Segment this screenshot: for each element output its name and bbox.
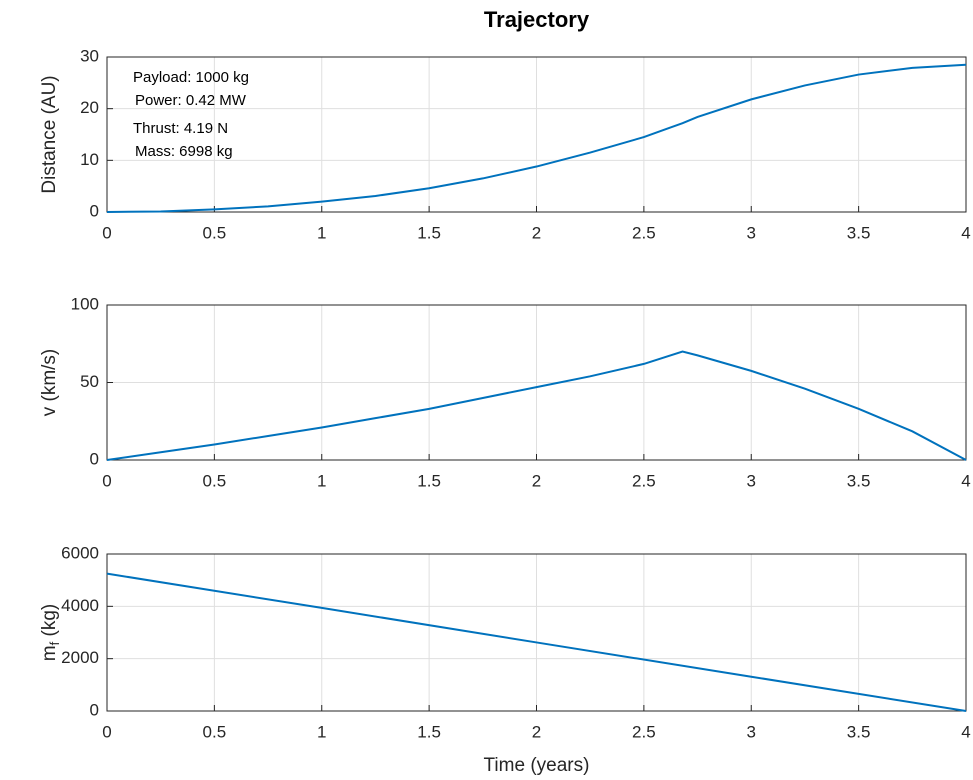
- x-tick-label: 0: [102, 722, 111, 741]
- y-tick-label: 0: [90, 201, 99, 220]
- x-tick-label: 0.5: [203, 722, 227, 741]
- x-tick-label: 3: [747, 471, 756, 490]
- x-tick-label: 0.5: [203, 223, 227, 242]
- x-tick-label: 3: [747, 722, 756, 741]
- y-tick-label: 4000: [61, 596, 99, 615]
- data-line: [106, 63, 967, 213]
- y-tick-label: 0: [90, 700, 99, 719]
- y-tick-label: 100: [71, 294, 99, 313]
- y-tick-label: 30: [80, 46, 99, 65]
- data-line: [106, 350, 967, 461]
- axes-box: [106, 56, 967, 213]
- y-axis-label-part: f: [47, 641, 62, 645]
- x-tick-label: 2.5: [632, 471, 656, 490]
- y-axis-label: mf (kg): [39, 604, 62, 661]
- x-tick-label: 0: [102, 471, 111, 490]
- y-tick-label: 0: [90, 449, 99, 468]
- y-axis-label-part: Distance (AU): [39, 75, 60, 193]
- x-tick-label: 2.5: [632, 223, 656, 242]
- y-tick-label: 20: [80, 98, 99, 117]
- x-tick-label: 1: [317, 471, 326, 490]
- x-tick-label: 2.5: [632, 722, 656, 741]
- axes-box: [106, 304, 967, 461]
- chart-title: Trajectory: [484, 7, 590, 32]
- x-tick-label: 1.5: [417, 223, 441, 242]
- y-axis-label-part: m: [39, 645, 60, 661]
- y-tick-label: 10: [80, 150, 99, 169]
- data-line: [106, 572, 967, 712]
- x-tick-label: 1: [317, 223, 326, 242]
- x-tick-label: 2: [532, 722, 541, 741]
- annotation: Payload: 1000 kg: [133, 69, 249, 86]
- x-tick-label: 3.5: [847, 722, 871, 741]
- x-tick-label: 0: [102, 223, 111, 242]
- x-tick-label: 3.5: [847, 223, 871, 242]
- x-tick-label: 3: [747, 223, 756, 242]
- axes-box: [106, 553, 967, 712]
- x-tick-label: 3.5: [847, 471, 871, 490]
- annotation: Thrust: 4.19 N: [133, 120, 228, 137]
- x-tick-label: 1.5: [417, 722, 441, 741]
- y-tick-label: 50: [80, 372, 99, 391]
- x-axis-label: Time (years): [484, 755, 590, 776]
- y-axis-label-part: v (km/s): [39, 349, 60, 417]
- annotation: Power: 0.42 MW: [135, 92, 247, 109]
- y-tick-label: 2000: [61, 648, 99, 667]
- x-tick-label: 0.5: [203, 471, 227, 490]
- x-tick-label: 4: [961, 722, 970, 741]
- y-tick-label: 6000: [61, 543, 99, 562]
- x-tick-label: 1.5: [417, 471, 441, 490]
- y-axis-label-part: (kg): [39, 604, 60, 642]
- x-tick-label: 2: [532, 471, 541, 490]
- x-tick-label: 1: [317, 722, 326, 741]
- y-axis-label: v (km/s): [39, 349, 60, 417]
- annotation: Mass: 6998 kg: [135, 143, 233, 160]
- y-axis-label: Distance (AU): [39, 75, 60, 193]
- x-tick-label: 4: [961, 223, 970, 242]
- x-tick-label: 4: [961, 471, 970, 490]
- x-tick-label: 2: [532, 223, 541, 242]
